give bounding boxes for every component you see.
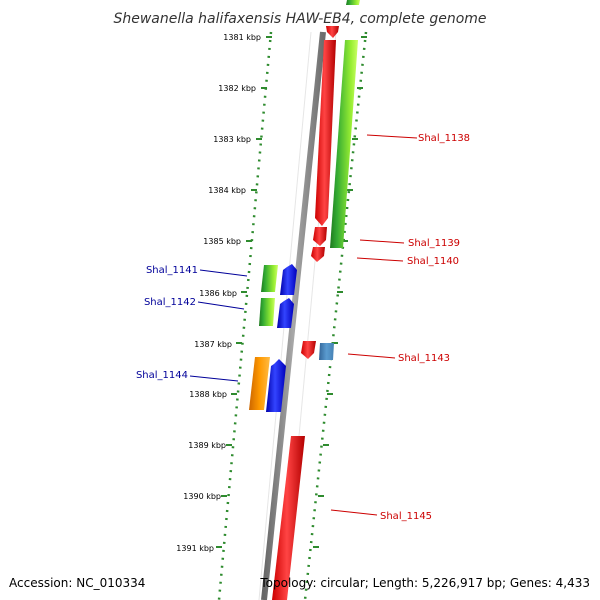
gene-shal-1138-cds[interactable] [315,40,336,226]
gene-shal-1144-feature[interactable] [249,357,270,410]
gene-shal-1143-feature[interactable] [319,343,334,360]
gene-shal-1143-cds[interactable] [301,341,316,359]
gene-label-shal-1143[interactable]: Shal_1143 [398,353,450,364]
leader-shal-1143 [347,353,396,359]
gene-shal-1141-cds[interactable] [280,264,297,295]
ruler-label: 1384 kbp [208,186,246,195]
leader-shal-1139 [359,239,405,244]
ruler-label: 1385 kbp [203,237,241,246]
ruler-label: 1381 kbp [223,33,261,42]
gene-shal-1140-cds[interactable] [311,247,325,262]
gene-shal-1141-feature[interactable] [261,265,278,292]
ruler-label: 1391 kbp [176,544,214,553]
gene-shal-1142-cds[interactable] [277,298,294,328]
gene-shal-1139-cds[interactable] [313,227,327,246]
gene-label-shal-1145[interactable]: Shal_1145 [380,511,432,522]
gene-label-shal-1144[interactable]: Shal_1144 [136,370,188,381]
gene-label-shal-1142[interactable]: Shal_1142 [144,297,196,308]
leader-shal-1145 [330,509,378,516]
ruler-ticks [216,36,272,548]
leader-shal-1140 [356,257,404,262]
gene-label-shal-1138[interactable]: Shal_1138 [418,133,470,144]
gene-shal-1144-cds[interactable] [266,359,286,412]
ruler-label: 1386 kbp [199,289,237,298]
gene-shal-1138-feature[interactable] [330,40,358,248]
ruler-label: 1383 kbp [213,135,251,144]
gene-label-shal-1141[interactable]: Shal_1141 [146,265,198,276]
ruler-label: 1388 kbp [189,390,227,399]
ruler-label: 1390 kbp [183,492,221,501]
genome-backbone [261,31,326,600]
ruler-label: 1387 kbp [194,340,232,349]
gene-top-green-feature[interactable] [346,0,360,5]
gene-top-cds[interactable] [326,26,339,38]
leader-shal-1142 [197,301,245,310]
gene-shal-1142-feature[interactable] [259,298,275,326]
accession-text: Accession: NC_010334 [9,576,145,590]
map-title: Shewanella halifaxensis HAW-EB4, complet… [113,11,486,27]
gene-label-shal-1140[interactable]: Shal_1140 [407,256,459,267]
leader-shal-1138 [366,134,418,139]
leader-shal-1141 [199,269,248,277]
ruler-labels: 1381 kbp 1382 kbp 1383 kbp 1384 kbp 1385… [176,33,261,553]
gene-shal-1145-cds[interactable] [272,436,305,600]
ruler-label: 1389 kbp [188,441,226,450]
genome-summary-text: Topology: circular; Length: 5,226,917 bp… [259,576,590,590]
gene-label-shal-1139[interactable]: Shal_1139 [408,238,460,249]
leader-shal-1144 [189,375,239,382]
ruler-label: 1382 kbp [218,84,256,93]
